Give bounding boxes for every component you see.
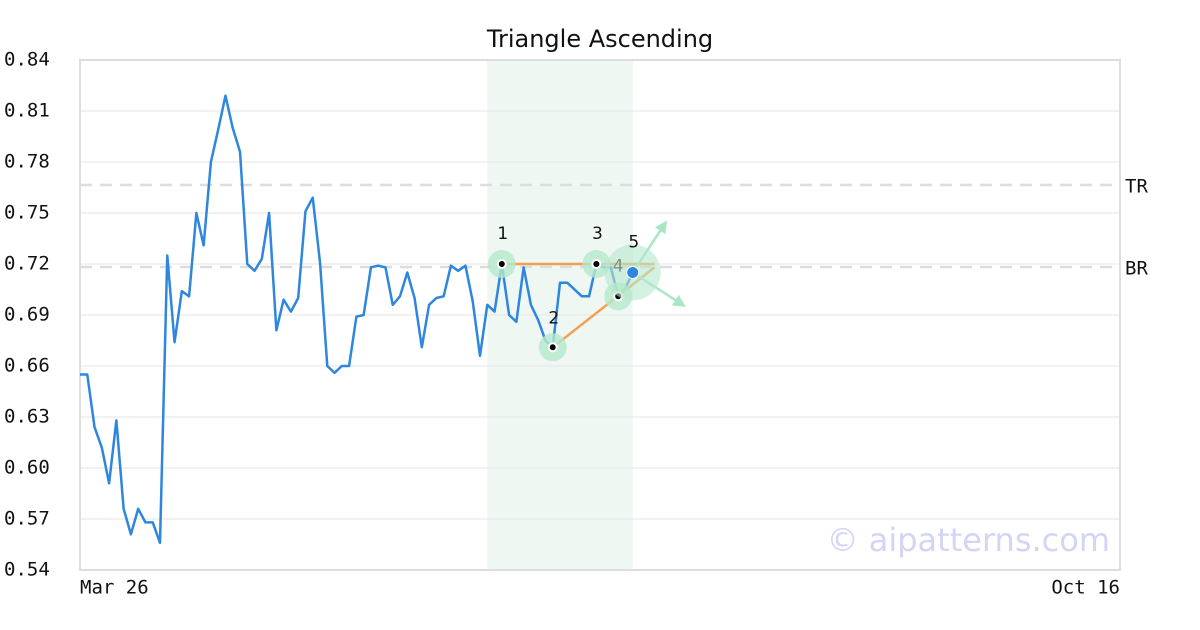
y-tick-label: 0.66 [4, 355, 50, 377]
y-tick-label: 0.60 [4, 457, 50, 479]
watermark: © aipatterns.com [827, 521, 1110, 559]
y-tick-label: 0.63 [4, 406, 50, 428]
price-line [80, 94, 634, 545]
point-label: 5 [628, 233, 639, 253]
y-tick-label: 0.54 [4, 559, 50, 581]
point-label: 1 [497, 224, 508, 244]
pattern-point [547, 342, 558, 353]
y-tick-label: 0.78 [4, 151, 50, 173]
y-tick-label: 0.81 [4, 100, 50, 122]
point-label: 3 [592, 224, 603, 244]
x-tick-label: Mar 26 [80, 577, 149, 599]
y-tick-label: 0.75 [4, 202, 50, 224]
pattern-point [591, 259, 602, 269]
pattern-point [626, 266, 640, 279]
y-tick-label: 0.57 [4, 508, 50, 530]
plot-frame [79, 59, 1121, 571]
level-label: TR [1125, 175, 1148, 197]
level-label: BR [1125, 258, 1148, 280]
y-tick-label: 0.72 [4, 253, 50, 275]
x-tick-label: Oct 16 [1051, 577, 1120, 599]
y-tick-label: 0.84 [4, 49, 50, 71]
y-tick-label: 0.69 [4, 304, 50, 326]
pattern-point [496, 259, 507, 269]
point-label: 2 [548, 308, 559, 328]
chart-title: Triangle Ascending [486, 25, 713, 53]
